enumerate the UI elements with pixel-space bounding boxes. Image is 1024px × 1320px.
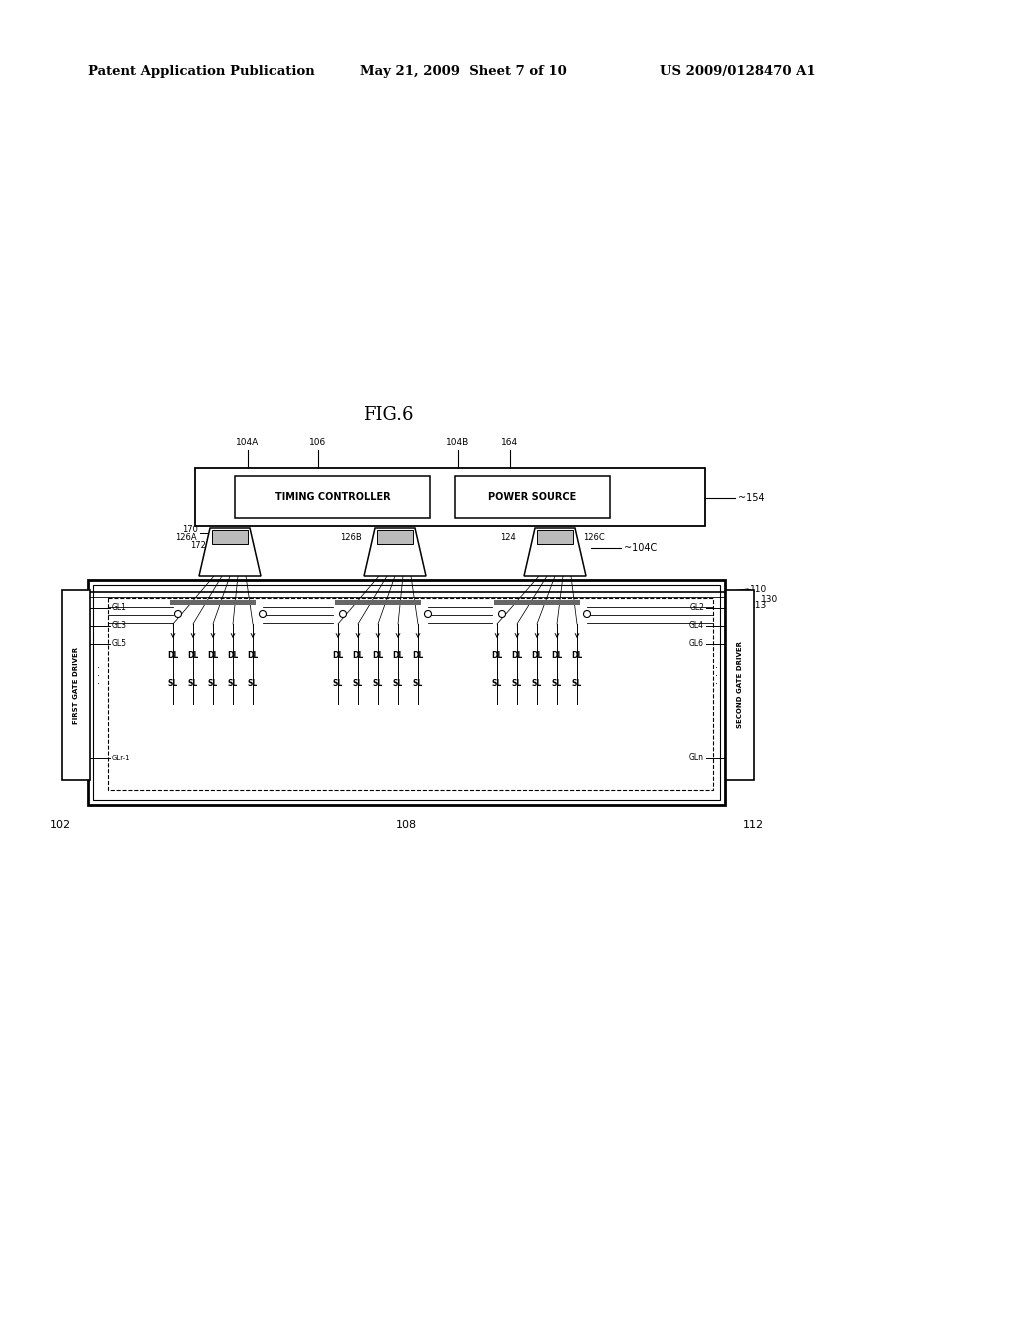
Text: 126B: 126B (340, 533, 361, 543)
Text: .: . (715, 668, 718, 678)
Text: 102: 102 (49, 820, 71, 830)
Text: SL: SL (393, 678, 403, 688)
Text: 126A: 126A (175, 533, 197, 543)
Text: DL: DL (571, 651, 583, 660)
Text: FIRST GATE DRIVER: FIRST GATE DRIVER (73, 647, 79, 723)
Text: 126C: 126C (583, 533, 605, 543)
Text: 106: 106 (309, 438, 327, 447)
Text: ~104C: ~104C (624, 543, 657, 553)
Text: SL: SL (531, 678, 542, 688)
Text: DL: DL (167, 651, 178, 660)
Text: GL5: GL5 (112, 639, 127, 648)
Text: .: . (715, 660, 718, 671)
Text: SL: SL (208, 678, 218, 688)
Bar (88, 579, 725, 805)
Text: SL: SL (492, 678, 502, 688)
Text: 104B: 104B (446, 438, 470, 447)
Bar (377, 531, 413, 544)
Text: SL: SL (168, 678, 178, 688)
Text: .: . (96, 660, 99, 671)
Text: 170: 170 (182, 525, 198, 535)
Text: DL: DL (333, 651, 344, 660)
Text: GL6: GL6 (689, 639, 705, 648)
Bar (195, 469, 705, 525)
Circle shape (174, 610, 181, 618)
Text: DL: DL (373, 651, 384, 660)
Text: Patent Application Publication: Patent Application Publication (88, 66, 314, 78)
Circle shape (584, 610, 591, 618)
Text: SL: SL (248, 678, 258, 688)
Bar (726, 590, 754, 780)
Bar (170, 601, 256, 605)
Text: ~154: ~154 (738, 492, 765, 503)
Text: 112: 112 (742, 820, 764, 830)
Text: DL: DL (352, 651, 364, 660)
Text: US 2009/0128470 A1: US 2009/0128470 A1 (660, 66, 816, 78)
Circle shape (259, 610, 266, 618)
Text: TIMING CONTROLLER: TIMING CONTROLLER (274, 492, 390, 502)
Text: 110: 110 (750, 585, 767, 594)
Text: 120: 120 (540, 533, 556, 543)
Text: 130: 130 (761, 594, 778, 603)
Circle shape (499, 610, 506, 618)
Text: FIG.6: FIG.6 (362, 407, 414, 424)
Text: GL4: GL4 (689, 622, 705, 631)
Text: .: . (715, 676, 718, 686)
Text: SL: SL (571, 678, 582, 688)
Text: SL: SL (333, 678, 343, 688)
Circle shape (425, 610, 431, 618)
Text: 113: 113 (750, 601, 767, 610)
Text: DL: DL (187, 651, 199, 660)
Text: GLr-1: GLr-1 (112, 755, 131, 762)
Text: SL: SL (413, 678, 423, 688)
Bar (234, 477, 430, 517)
Bar (455, 477, 610, 517)
Text: SL: SL (552, 678, 562, 688)
Text: SL: SL (353, 678, 364, 688)
Text: SL: SL (512, 678, 522, 688)
Text: SL: SL (228, 678, 239, 688)
Bar (108, 598, 713, 789)
Text: 124: 124 (500, 533, 516, 543)
Text: DL: DL (227, 651, 239, 660)
Text: 108: 108 (395, 820, 417, 830)
Text: POWER SOURCE: POWER SOURCE (488, 492, 577, 502)
Text: 164: 164 (502, 438, 518, 447)
Text: SECOND GATE DRIVER: SECOND GATE DRIVER (737, 642, 743, 729)
Bar (537, 531, 573, 544)
Text: DL: DL (531, 651, 543, 660)
Bar (93, 585, 720, 800)
Text: DL: DL (208, 651, 219, 660)
Text: SL: SL (187, 678, 198, 688)
Text: DL: DL (492, 651, 503, 660)
Text: 122: 122 (390, 533, 406, 543)
Text: 172: 172 (190, 540, 206, 549)
Bar (494, 601, 580, 605)
Polygon shape (199, 528, 261, 576)
Text: GLn: GLn (689, 754, 705, 763)
Text: DL: DL (511, 651, 522, 660)
Polygon shape (524, 528, 586, 576)
Text: DL: DL (392, 651, 403, 660)
Text: .: . (96, 676, 99, 686)
Text: DL: DL (551, 651, 562, 660)
Circle shape (340, 610, 346, 618)
Text: DL: DL (413, 651, 424, 660)
Bar (335, 601, 421, 605)
Text: 104A: 104A (237, 438, 260, 447)
Text: GL2: GL2 (689, 603, 705, 612)
Text: GL1: GL1 (112, 603, 127, 612)
Bar (212, 531, 248, 544)
Text: DL: DL (248, 651, 259, 660)
Text: May 21, 2009  Sheet 7 of 10: May 21, 2009 Sheet 7 of 10 (360, 66, 566, 78)
Bar (62, 590, 90, 780)
Text: .: . (96, 668, 99, 678)
Polygon shape (364, 528, 426, 576)
Text: SL: SL (373, 678, 383, 688)
Text: GL3: GL3 (112, 622, 127, 631)
